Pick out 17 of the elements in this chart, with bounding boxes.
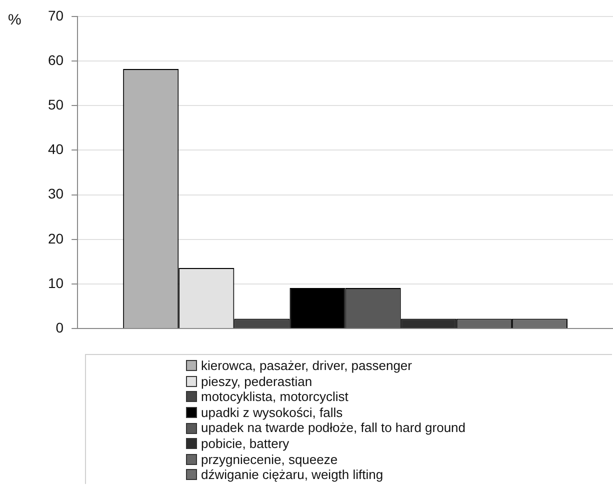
legend-label: upadek na twarde podłoże, fall to hard ground: [201, 420, 466, 436]
y-tick-label: 50: [48, 96, 64, 112]
y-tick-label: 70: [48, 7, 64, 24]
legend-label: kierowca, pasażer, driver, passenger: [201, 358, 412, 374]
y-axis-title: %: [8, 12, 22, 29]
y-tick-label: 20: [48, 230, 64, 246]
legend-label: upadki z wysokości, falls: [201, 404, 343, 420]
y-tick-label: 40: [48, 141, 64, 158]
legend-label: dźwiganie ciężaru, weigth lifting: [201, 467, 384, 483]
y-tick-label: 30: [48, 186, 64, 202]
y-tick-label: 0: [56, 319, 64, 336]
y-tick-label: 60: [48, 52, 64, 68]
legend-label: pieszy, pederastian: [201, 374, 312, 390]
legend-label: przygniecenie, squeeze: [201, 452, 338, 468]
y-tick-label: 10: [48, 274, 64, 291]
legend-label: motocyklista, motorcyclist: [201, 389, 348, 405]
legend-label: pobicie, battery: [201, 436, 290, 452]
